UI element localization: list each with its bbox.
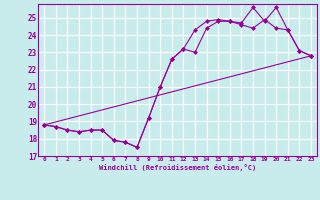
- X-axis label: Windchill (Refroidissement éolien,°C): Windchill (Refroidissement éolien,°C): [99, 164, 256, 171]
